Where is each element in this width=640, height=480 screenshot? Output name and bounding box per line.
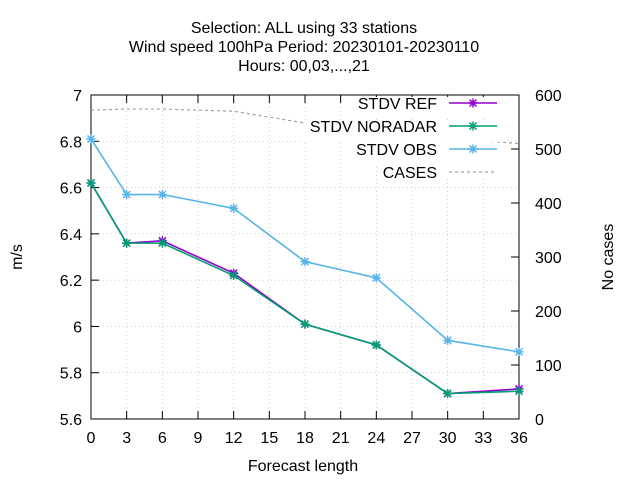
legend-marker-stdv-obs xyxy=(468,144,478,154)
y2-tick-label: 400 xyxy=(535,196,562,213)
x-tick-label: 24 xyxy=(367,430,385,447)
y-tick-label: 6.8 xyxy=(60,134,82,151)
x-tick-label: 6 xyxy=(158,430,167,447)
y2-tick-label: 300 xyxy=(535,250,562,267)
data-point-stdv-obs xyxy=(86,134,96,144)
y-tick-label: 5.6 xyxy=(60,412,82,429)
legend-marker-stdv-noradar xyxy=(468,121,478,131)
data-point-stdv-noradar xyxy=(157,238,167,248)
legend-label-cases: CASES xyxy=(383,165,437,182)
legend: STDV REF STDV NORADAR STDV OBS CASES xyxy=(303,96,505,182)
y2-tick-label: 0 xyxy=(535,412,544,429)
data-point-stdv-noradar xyxy=(371,340,381,350)
x-tick-label: 12 xyxy=(225,430,243,447)
y-tick-label: 6 xyxy=(73,319,82,336)
data-point-stdv-noradar xyxy=(443,389,453,399)
y2-tick-label: 100 xyxy=(535,358,562,375)
series xyxy=(86,108,524,399)
legend-label-stdv-noradar: STDV NORADAR xyxy=(310,119,437,136)
data-point-stdv-noradar xyxy=(86,178,96,188)
data-point-stdv-noradar xyxy=(229,271,239,281)
y2-axis-label: No cases xyxy=(600,224,617,291)
data-point-stdv-noradar xyxy=(514,386,524,396)
title-line-3: Hours: 00,03,...,21 xyxy=(238,58,370,75)
y-tick-label: 5.8 xyxy=(60,366,82,383)
y-tick-label: 6.6 xyxy=(60,181,82,198)
title-line-2: Wind speed 100hPa Period: 20230101-20230… xyxy=(129,39,479,56)
y-tick-label: 6.4 xyxy=(60,227,82,244)
x-tick-label: 36 xyxy=(510,430,528,447)
y-axis-label: m/s xyxy=(9,244,26,270)
y-tick-label: 6.2 xyxy=(60,273,82,290)
x-tick-label: 9 xyxy=(194,430,203,447)
legend-label-stdv-obs: STDV OBS xyxy=(356,142,437,159)
legend-label-stdv-ref: STDV REF xyxy=(358,96,437,113)
y2-tick-label: 200 xyxy=(535,304,562,321)
x-axis-label: Forecast length xyxy=(248,458,358,475)
x-tick-label: 15 xyxy=(260,430,278,447)
data-point-stdv-obs xyxy=(514,347,524,357)
x-tick-label: 30 xyxy=(439,430,457,447)
data-point-stdv-noradar xyxy=(300,319,310,329)
x-tick-label: 3 xyxy=(122,430,131,447)
data-point-stdv-obs xyxy=(443,335,453,345)
series-line-stdv-obs xyxy=(90,138,520,353)
x-tick-label: 0 xyxy=(87,430,96,447)
x-tick-label: 33 xyxy=(474,430,492,447)
y-tick-label: 7 xyxy=(73,88,82,105)
series-line-stdv-ref xyxy=(90,182,520,395)
axis-ticks: 5.65.866.26.46.66.870 3 6 9 12 15 18 21 24 27 30 33… xyxy=(60,88,562,447)
data-point-stdv-obs xyxy=(157,190,167,200)
data-point-stdv-obs xyxy=(229,203,239,213)
title-line-1: Selection: ALL using 33 stations xyxy=(191,20,417,37)
series-line-stdv-noradar xyxy=(90,182,520,395)
x-tick-label: 21 xyxy=(332,430,350,447)
x-tick-label: 27 xyxy=(403,430,421,447)
data-point-stdv-obs xyxy=(371,273,381,283)
chart-title: Selection: ALL using 33 stations Wind sp… xyxy=(129,20,479,75)
y2-tick-label: 600 xyxy=(535,88,562,105)
y2-tick-label: 500 xyxy=(535,142,562,159)
x-tick-label: 18 xyxy=(296,430,314,447)
data-point-stdv-obs xyxy=(122,190,132,200)
data-point-stdv-obs xyxy=(300,257,310,267)
data-point-stdv-noradar xyxy=(122,238,132,248)
legend-marker-stdv-ref xyxy=(468,98,478,108)
